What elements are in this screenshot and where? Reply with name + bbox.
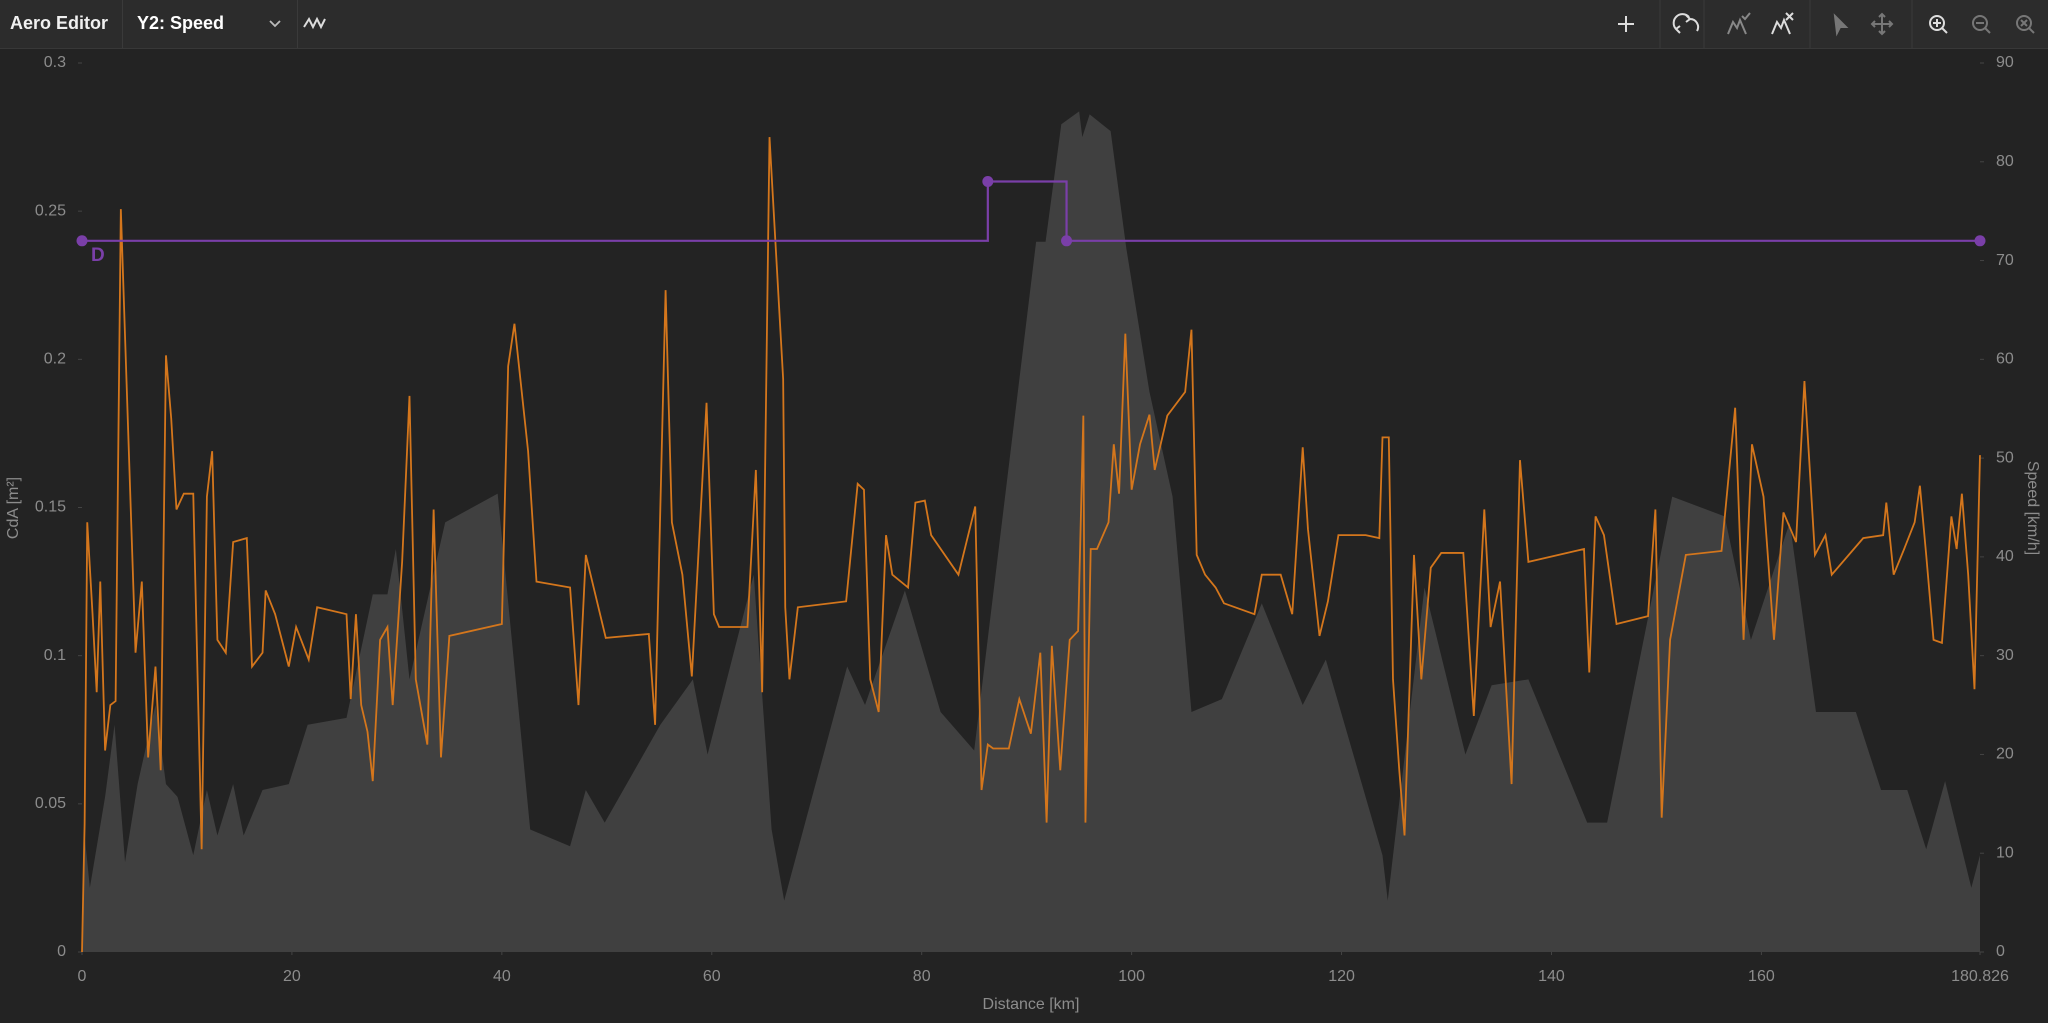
y2-tick-label: 70 xyxy=(1996,252,2014,269)
y-axis-label: CdA [m²] xyxy=(5,477,22,539)
x-tick-label: 160 xyxy=(1748,968,1775,985)
zoom-out-icon[interactable] xyxy=(1972,15,1991,34)
x-tick-label: 120 xyxy=(1328,968,1355,985)
x-tick-label: 180.826 xyxy=(1951,968,2009,985)
x-tick-label: 20 xyxy=(283,968,301,985)
toolbar-icons xyxy=(303,0,2035,48)
add-icon[interactable] xyxy=(1618,16,1634,32)
y-tick-label: 0.25 xyxy=(35,202,66,219)
unmark-icon[interactable] xyxy=(1771,12,1794,35)
y2-axis-label: Speed [km/h] xyxy=(2024,461,2041,555)
x-tick-label: 80 xyxy=(913,968,931,985)
y-tick-label: 0.2 xyxy=(44,351,66,368)
cda-point xyxy=(1974,235,1986,247)
cda-point xyxy=(76,235,88,247)
select-icon[interactable] xyxy=(1833,13,1849,37)
y-tick-label: 0.05 xyxy=(35,795,66,812)
y2-tick-label: 30 xyxy=(1996,647,2014,664)
x-tick-label: 40 xyxy=(493,968,511,985)
y2-tick-label: 40 xyxy=(1996,548,2014,565)
x-tick-label: 140 xyxy=(1538,968,1565,985)
wave-icon[interactable] xyxy=(303,16,326,30)
app-title: Aero Editor xyxy=(10,13,109,33)
zoom-reset-icon[interactable] xyxy=(2016,15,2035,34)
x-axis-label: Distance [km] xyxy=(983,996,1080,1013)
y-tick-label: 0.3 xyxy=(44,54,66,71)
speed-line xyxy=(81,137,1981,953)
y2-tick-label: 90 xyxy=(1996,54,2014,71)
x-tick-label: 0 xyxy=(78,968,87,985)
y2-tick-label: 20 xyxy=(1996,746,2014,763)
y-tick-label: 0.15 xyxy=(35,499,66,516)
x-tick-label: 60 xyxy=(703,968,721,985)
cda-step-line xyxy=(82,180,1980,242)
refresh-icon[interactable] xyxy=(1672,13,1700,34)
cda-point xyxy=(982,176,994,188)
chart: Distance [km] CdA [m²] Speed [km/h] 0 20 4… xyxy=(5,54,2041,1013)
y2-tick-label: 60 xyxy=(1996,351,2014,368)
elevation-area xyxy=(82,111,1980,952)
y2-tick-label: 10 xyxy=(1996,844,2014,861)
y2-tick-label: 0 xyxy=(1996,943,2005,960)
y2-tick-label: 80 xyxy=(1996,153,2014,170)
zoom-in-icon[interactable] xyxy=(1929,15,1948,34)
cda-point xyxy=(1061,235,1073,247)
toolbar: Aero Editor Y2: Speed xyxy=(0,0,2048,49)
mark-icon[interactable] xyxy=(1727,12,1751,35)
cda-label: D xyxy=(91,245,105,266)
y2-select[interactable]: Y2: Speed xyxy=(122,0,298,48)
pan-icon[interactable] xyxy=(1870,12,1894,36)
y2-tick-label: 50 xyxy=(1996,449,2014,466)
y2-select-value: Y2: Speed xyxy=(137,13,225,33)
x-tick-label: 100 xyxy=(1118,968,1145,985)
y-tick-label: 0 xyxy=(57,943,66,960)
y-tick-label: 0.1 xyxy=(44,647,66,664)
chevron xyxy=(269,20,281,28)
